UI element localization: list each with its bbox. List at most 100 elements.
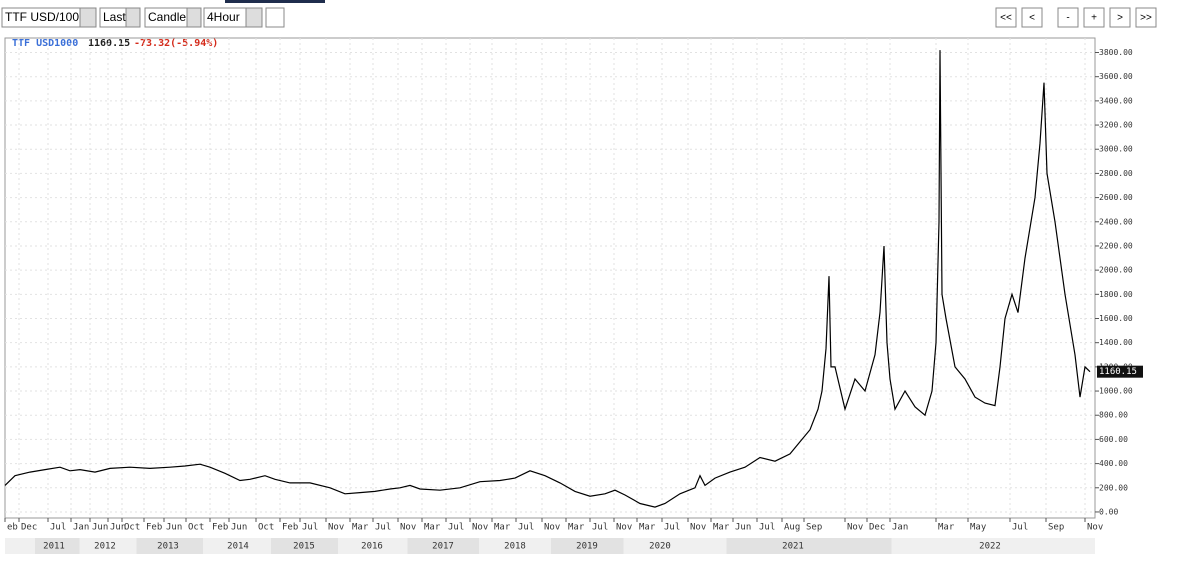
- y-tick-label: 2600.00: [1099, 193, 1133, 202]
- x-tick-label: Feb: [282, 523, 298, 533]
- x-tick-label: Nov: [328, 523, 344, 533]
- y-tick-label: 2200.00: [1099, 241, 1133, 250]
- dropdown[interactable]: [186, 7, 202, 28]
- x-tick-label: Nov: [544, 523, 560, 533]
- tab-indicator: [225, 0, 325, 3]
- plot-frame: [4, 37, 1096, 519]
- x-tick-label: Jan: [892, 523, 908, 533]
- x-tick-label: Nov: [847, 523, 863, 533]
- settings-button[interactable]: [265, 7, 285, 28]
- x-tick-label: Mar: [424, 523, 441, 533]
- x-tick-label: Mar: [713, 523, 730, 533]
- y-tick-label: 3200.00: [1099, 121, 1133, 130]
- x-tick-label: Feb: [146, 523, 162, 533]
- year-label: 2013: [157, 542, 179, 552]
- x-tick-label: Jul: [375, 523, 391, 533]
- y-tick-label: 3600.00: [1099, 72, 1133, 81]
- interval: 4Hour: [207, 10, 240, 24]
- nav-label: <: [1029, 13, 1035, 24]
- symbol: TTF USD/100: [5, 10, 79, 24]
- year-cell: [136, 538, 203, 554]
- x-tick-label: Jul: [759, 523, 775, 533]
- x-tick-label: Jul: [448, 523, 464, 533]
- y-tick-label: 800.00: [1099, 411, 1128, 420]
- y-tick-label: 3000.00: [1099, 145, 1133, 154]
- year-label: 2018: [504, 542, 526, 552]
- dropdown[interactable]: [125, 7, 141, 28]
- x-tick-label: Jun: [92, 523, 108, 533]
- nav-button[interactable]: [1057, 7, 1079, 28]
- x-tick-label: Nov: [472, 523, 488, 533]
- y-tick-label: 1400.00: [1099, 338, 1133, 347]
- dropdown[interactable]: [79, 7, 97, 28]
- nav-button[interactable]: [1135, 7, 1157, 28]
- price-type: Last: [103, 10, 126, 24]
- x-tick-label: Oct: [188, 523, 204, 533]
- nav-label: -: [1066, 13, 1069, 24]
- year-label: 2011: [43, 542, 65, 552]
- y-tick-label: 2000.00: [1099, 266, 1133, 275]
- toolbar: TTF USD/100 Last Candle 4Hour: [1, 7, 285, 28]
- x-tick-label: Aug: [784, 523, 800, 533]
- year-label: 2016: [361, 542, 383, 552]
- dropdown[interactable]: [245, 7, 263, 28]
- x-tick-label: Mar: [352, 523, 369, 533]
- nav-label: >>: [1140, 13, 1152, 24]
- price-line: [4, 50, 1091, 508]
- x-tick-label: eb: [7, 523, 18, 533]
- y-tick-label: 400.00: [1099, 459, 1128, 468]
- year-cell: [35, 538, 80, 554]
- x-tick-label: Sep: [806, 523, 822, 533]
- header-change: -73.32(-5.94%): [134, 38, 218, 49]
- nav-button[interactable]: [1021, 7, 1043, 28]
- x-tick-label: Oct: [124, 523, 140, 533]
- nav-button[interactable]: [995, 7, 1017, 28]
- x-tick-label: Dec: [21, 523, 37, 533]
- x-tick-label: Jun: [110, 523, 126, 533]
- nav-label: <<: [1000, 13, 1012, 24]
- x-tick-label: May: [970, 523, 987, 533]
- y-tick-label: 1800.00: [1099, 290, 1133, 299]
- x-tick-label: Feb: [212, 523, 228, 533]
- x-tick-label: Jul: [1012, 523, 1028, 533]
- price-badge-label: 1160.15: [1099, 367, 1137, 377]
- y-tick-label: 3400.00: [1099, 96, 1133, 105]
- y-tick-label: 1600.00: [1099, 314, 1133, 323]
- nav-button[interactable]: [1083, 7, 1105, 28]
- x-tick-label: Jun: [166, 523, 182, 533]
- y-tick-label: 200.00: [1099, 483, 1128, 492]
- year-label: 2020: [649, 542, 671, 552]
- x-tick-label: Nov: [690, 523, 706, 533]
- y-tick-label: 3800.00: [1099, 48, 1133, 57]
- year-cell: [551, 538, 624, 554]
- x-tick-label: Dec: [869, 523, 885, 533]
- header-price: 1160.15: [88, 38, 130, 49]
- header-symbol: TTF USD1000: [12, 38, 78, 49]
- year-cell: [407, 538, 479, 554]
- year-label: 2015: [293, 542, 315, 552]
- x-tick-label: Nov: [400, 523, 416, 533]
- x-tick-label: Mar: [639, 523, 656, 533]
- year-label: 2019: [576, 542, 598, 552]
- x-tick-label: Mar: [568, 523, 585, 533]
- nav-label: +: [1091, 13, 1097, 24]
- x-tick-label: Sep: [1048, 523, 1064, 533]
- y-tick-label: 1000.00: [1099, 387, 1133, 396]
- x-tick-label: Jul: [664, 523, 680, 533]
- x-tick-label: Jul: [302, 523, 318, 533]
- x-tick-label: Jan: [73, 523, 89, 533]
- year-cell: [726, 538, 892, 554]
- price-badge: [1097, 365, 1143, 378]
- chart-style: Candle: [148, 10, 186, 24]
- y-tick-label: 2800.00: [1099, 169, 1133, 178]
- nav-label: >: [1117, 13, 1123, 24]
- x-tick-label: Jul: [592, 523, 608, 533]
- x-tick-label: Nov: [616, 523, 632, 533]
- year-label: 2014: [227, 542, 249, 552]
- nav-button[interactable]: [1109, 7, 1131, 28]
- y-tick-label: 2400.00: [1099, 217, 1133, 226]
- year-label: 2021: [782, 542, 804, 552]
